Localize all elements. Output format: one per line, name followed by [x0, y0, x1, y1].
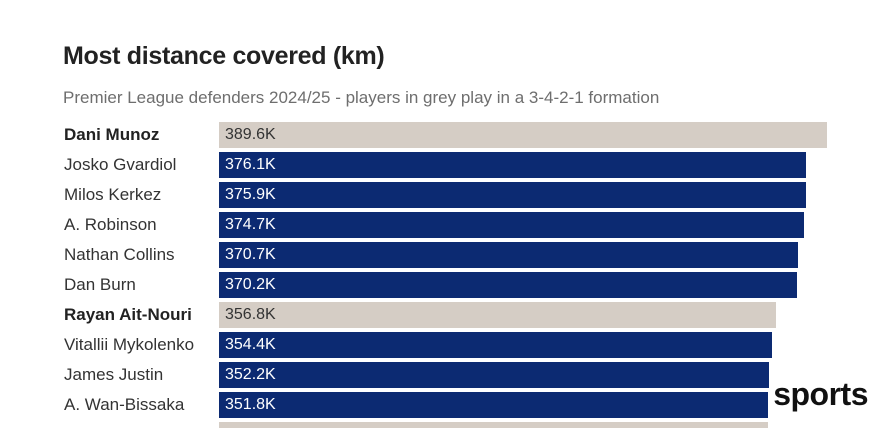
value-label: 370.2K	[225, 276, 276, 293]
bar-row: Rayan Ait-Nouri 356.8K	[0, 302, 882, 328]
bar-row: James Justin 352.2K	[0, 362, 882, 388]
bar-row: Vitallii Mykolenko 354.4K	[0, 332, 882, 358]
bar: 370.7K	[219, 242, 798, 268]
bar-partial	[219, 422, 768, 428]
bar-row: Nathan Collins 370.7K	[0, 242, 882, 268]
bar: 376.1K	[219, 152, 806, 178]
category-label: Nathan Collins	[64, 245, 175, 264]
value-label: 374.7K	[225, 216, 276, 233]
sky-sports-logo: sports	[773, 376, 868, 412]
category-label: A. Wan-Bissaka	[64, 395, 185, 414]
category-label: Vitallii Mykolenko	[64, 335, 195, 354]
bar: 370.2K	[219, 272, 797, 298]
chart-title: Most distance covered (km)	[63, 42, 385, 70]
bar: 375.9K	[219, 182, 806, 208]
category-label: Rayan Ait-Nouri	[64, 305, 192, 324]
bar-row: Josko Gvardiol 376.1K	[0, 152, 882, 178]
category-label: A. Robinson	[64, 215, 157, 234]
category-label: Josko Gvardiol	[64, 155, 177, 174]
value-label: 370.7K	[225, 246, 276, 263]
chart-subtitle: Premier League defenders 2024/25 - playe…	[63, 88, 660, 107]
category-label: Milos Kerkez	[64, 185, 162, 204]
bar-row: A. Wan-Bissaka 351.8K	[0, 392, 882, 418]
bar-row: Dani Munoz 389.6K	[0, 122, 882, 148]
value-label: 356.8K	[225, 306, 276, 323]
bar: 354.4K	[219, 332, 772, 358]
bar-row: A. Robinson 374.7K	[0, 212, 882, 238]
category-label: James Justin	[64, 365, 164, 384]
category-label: Dani Munoz	[64, 125, 160, 144]
bar: 352.2K	[219, 362, 769, 388]
bar: 374.7K	[219, 212, 804, 238]
bar: 351.8K	[219, 392, 768, 418]
value-label: 352.2K	[225, 366, 276, 383]
value-label: 351.8K	[225, 396, 276, 413]
value-label: 389.6K	[225, 126, 276, 143]
bar-row: Dan Burn 370.2K	[0, 272, 882, 298]
bar: 389.6K	[219, 122, 827, 148]
value-label: 376.1K	[225, 156, 276, 173]
bar: 356.8K	[219, 302, 776, 328]
value-label: 375.9K	[225, 186, 276, 203]
category-label: Dan Burn	[64, 275, 136, 294]
bar-row: Milos Kerkez 375.9K	[0, 182, 882, 208]
value-label: 354.4K	[225, 336, 276, 353]
